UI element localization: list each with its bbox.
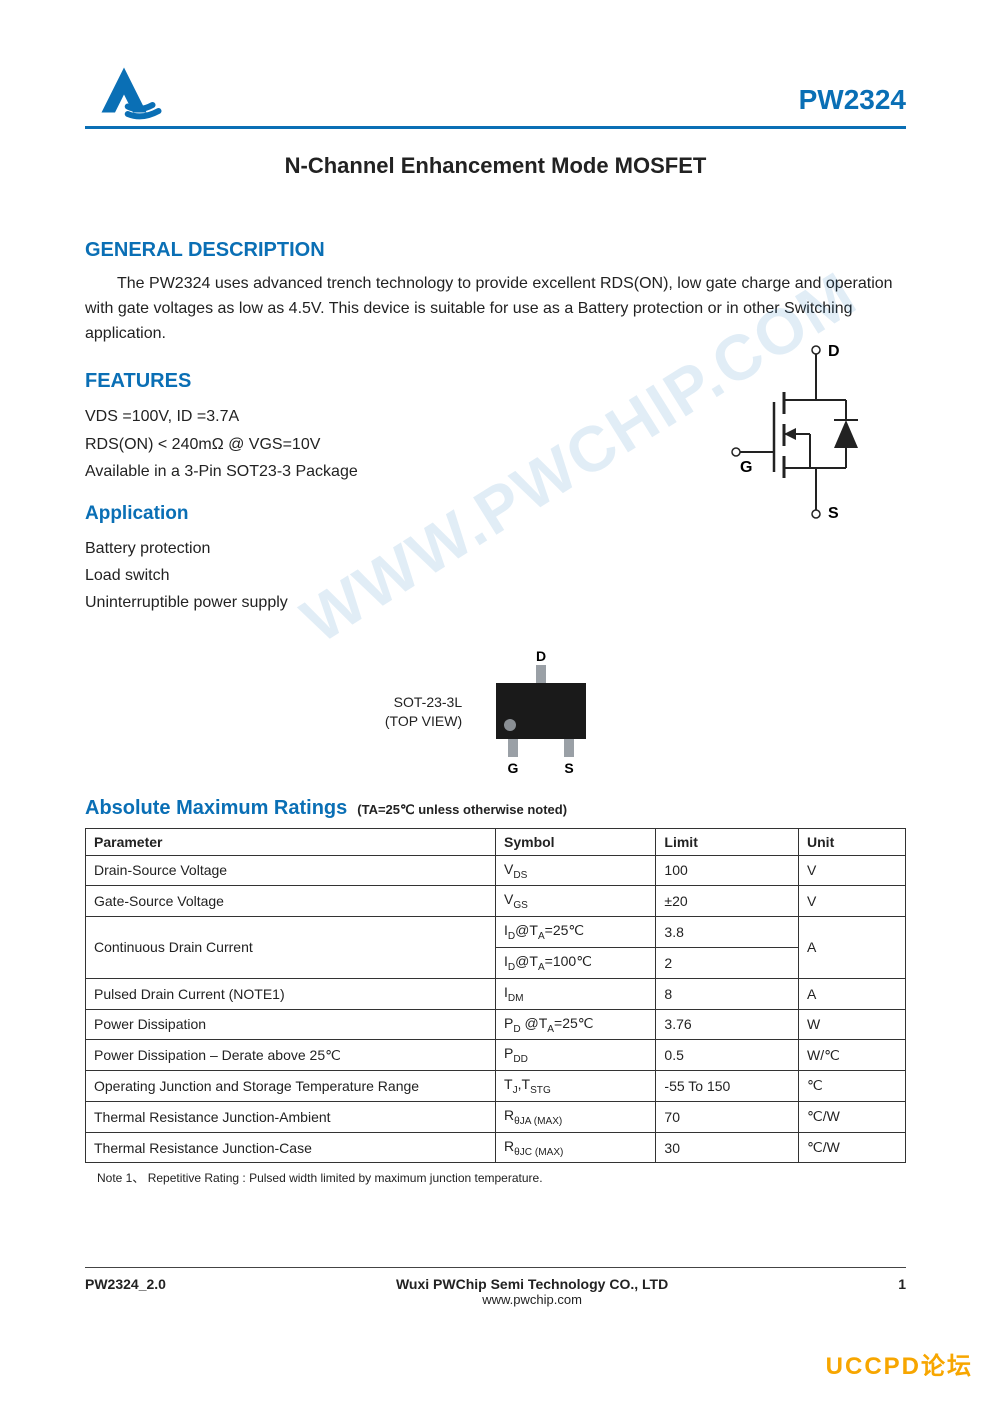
page-footer: PW2324_2.0 Wuxi PWChip Semi Technology C… <box>85 1267 906 1307</box>
header: PW2324 <box>85 60 906 129</box>
package-label: SOT-23-3L (TOP VIEW) <box>385 693 462 729</box>
forum-watermark: UCCPD论坛 <box>826 1346 973 1381</box>
svg-text:D: D <box>828 343 840 360</box>
part-number: PW2324 <box>799 84 906 120</box>
cell-unit: V <box>799 886 906 917</box>
svg-text:G: G <box>740 459 752 476</box>
application-list: Battery protection Load switch Uninterru… <box>85 535 656 617</box>
table-header: Parameter <box>86 828 496 855</box>
cell-limit: -55 To 150 <box>656 1071 799 1102</box>
amr-condition: (TA=25℃ unless otherwise noted) <box>357 802 567 818</box>
cell-symbol: RθJC (MAX) <box>496 1132 656 1163</box>
cell-symbol: IDM <box>496 978 656 1009</box>
cell-limit: ±20 <box>656 886 799 917</box>
amr-table: Parameter Symbol Limit Unit Drain-Source… <box>85 828 906 1164</box>
footer-company: Wuxi PWChip Semi Technology CO., LTD <box>396 1276 668 1292</box>
cell-symbol: VDS <box>496 855 656 886</box>
table-row: Thermal Resistance Junction-AmbientRθJA … <box>86 1101 906 1132</box>
cell-unit: A <box>799 978 906 1009</box>
cell-symbol: TJ,TSTG <box>496 1071 656 1102</box>
company-logo <box>85 60 163 120</box>
cell-limit: 30 <box>656 1132 799 1163</box>
svg-text:S: S <box>828 505 839 522</box>
mosfet-symbol-diagram: D S G <box>706 342 876 522</box>
cell-symbol: PD @TA=25℃ <box>496 1009 656 1040</box>
section-heading-general: GENERAL DESCRIPTION <box>85 239 906 262</box>
cell-parameter: Power Dissipation <box>86 1009 496 1040</box>
amr-note: Note 1、 Repetitive Rating : Pulsed width… <box>97 1169 906 1186</box>
application-line: Battery protection <box>85 535 656 562</box>
svg-text:S: S <box>564 760 573 776</box>
table-row: Power Dissipation – Derate above 25℃PDD0… <box>86 1040 906 1071</box>
table-row: Power DissipationPD @TA=25℃3.76W <box>86 1009 906 1040</box>
application-line: Load switch <box>85 562 656 589</box>
cell-limit: 3.8 <box>656 917 799 948</box>
cell-parameter: Power Dissipation – Derate above 25℃ <box>86 1040 496 1071</box>
cell-symbol: PDD <box>496 1040 656 1071</box>
cell-unit: A <box>799 917 906 979</box>
table-row: Operating Junction and Storage Temperatu… <box>86 1071 906 1102</box>
table-header: Symbol <box>496 828 656 855</box>
cell-unit: W/℃ <box>799 1040 906 1071</box>
table-row: Continuous Drain CurrentID@TA=25℃3.8A <box>86 917 906 948</box>
features-list: VDS =100V, ID =3.7A RDS(ON) < 240mΩ @ VG… <box>85 403 656 485</box>
svg-text:G: G <box>508 760 519 776</box>
cell-parameter: Pulsed Drain Current (NOTE1) <box>86 978 496 1009</box>
cell-parameter: Gate-Source Voltage <box>86 886 496 917</box>
cell-symbol: ID@TA=100℃ <box>496 947 656 978</box>
cell-limit: 8 <box>656 978 799 1009</box>
footer-doc-version: PW2324_2.0 <box>85 1276 166 1292</box>
cell-unit: V <box>799 855 906 886</box>
cell-limit: 70 <box>656 1101 799 1132</box>
package-diagram-block: SOT-23-3L (TOP VIEW) D G S <box>85 647 906 777</box>
table-row: Thermal Resistance Junction-CaseRθJC (MA… <box>86 1132 906 1163</box>
cell-symbol: ID@TA=25℃ <box>496 917 656 948</box>
cell-limit: 3.76 <box>656 1009 799 1040</box>
feature-line: RDS(ON) < 240mΩ @ VGS=10V <box>85 431 656 458</box>
cell-unit: ℃ <box>799 1071 906 1102</box>
cell-limit: 100 <box>656 855 799 886</box>
section-heading-application: Application <box>85 503 656 525</box>
page-title: N-Channel Enhancement Mode MOSFET <box>85 153 906 179</box>
cell-unit: ℃/W <box>799 1101 906 1132</box>
cell-symbol: VGS <box>496 886 656 917</box>
feature-line: VDS =100V, ID =3.7A <box>85 403 656 430</box>
sot23-package-icon: D G S <box>476 647 606 777</box>
section-heading-features: FEATURES <box>85 370 656 393</box>
cell-limit: 0.5 <box>656 1040 799 1071</box>
cell-parameter: Drain-Source Voltage <box>86 855 496 886</box>
svg-text:D: D <box>536 648 546 664</box>
table-row: Gate-Source VoltageVGS±20V <box>86 886 906 917</box>
table-row: Drain-Source VoltageVDS100V <box>86 855 906 886</box>
footer-website: www.pwchip.com <box>396 1292 668 1307</box>
footer-page-number: 1 <box>898 1276 906 1292</box>
cell-parameter: Continuous Drain Current <box>86 917 496 979</box>
table-header: Unit <box>799 828 906 855</box>
cell-limit: 2 <box>656 947 799 978</box>
feature-line: Available in a 3-Pin SOT23-3 Package <box>85 458 656 485</box>
table-header: Limit <box>656 828 799 855</box>
application-line: Uninterruptible power supply <box>85 589 656 616</box>
cell-unit: ℃/W <box>799 1132 906 1163</box>
table-row: Pulsed Drain Current (NOTE1)IDM8A <box>86 978 906 1009</box>
general-description-text: The PW2324 uses advanced trench technolo… <box>85 272 906 346</box>
cell-unit: W <box>799 1009 906 1040</box>
cell-parameter: Thermal Resistance Junction-Case <box>86 1132 496 1163</box>
cell-symbol: RθJA (MAX) <box>496 1101 656 1132</box>
cell-parameter: Thermal Resistance Junction-Ambient <box>86 1101 496 1132</box>
section-heading-amr: Absolute Maximum Ratings <box>85 797 347 820</box>
cell-parameter: Operating Junction and Storage Temperatu… <box>86 1071 496 1102</box>
